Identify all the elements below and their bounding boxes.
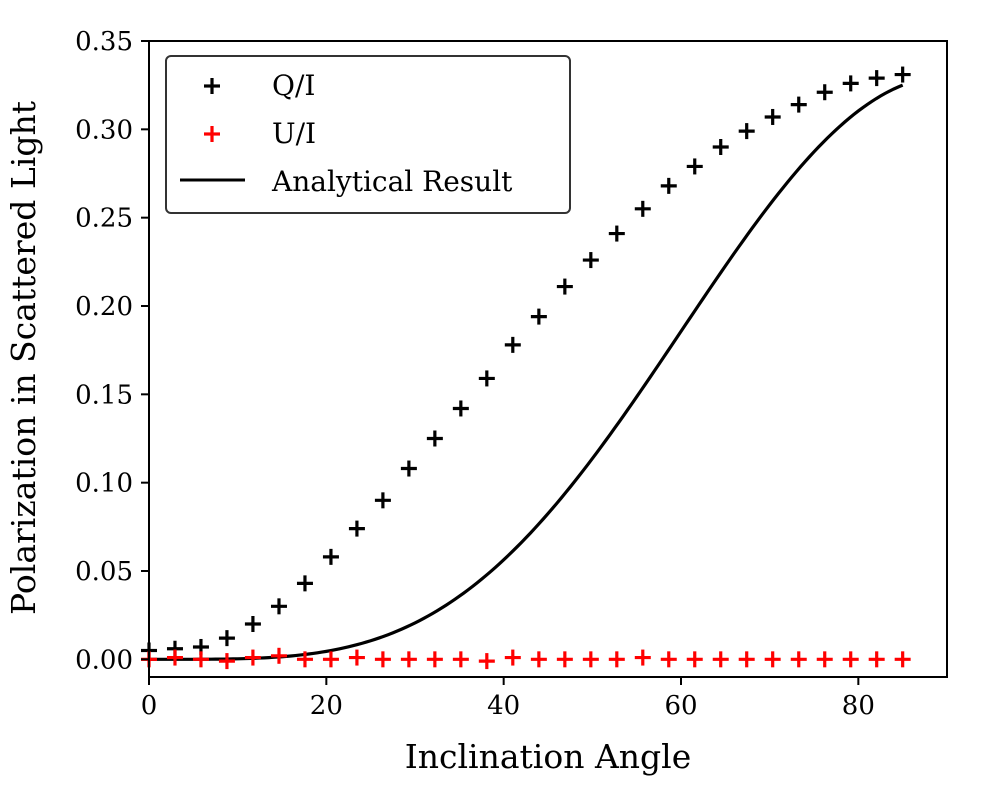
ui-point xyxy=(608,651,625,668)
legend-ui-label: U/I xyxy=(272,117,316,150)
ui-point xyxy=(244,649,261,666)
legend-entry-analytical: Analytical Result xyxy=(180,165,513,198)
ui-point xyxy=(660,651,677,668)
qi-point xyxy=(556,278,573,295)
legend-qi-plus xyxy=(204,78,220,94)
qi-point xyxy=(244,616,261,632)
qi-point xyxy=(634,200,651,217)
qi-point xyxy=(270,598,287,615)
legend-ui-marker xyxy=(204,126,220,142)
x-tick-label: 20 xyxy=(310,691,343,721)
ui-point xyxy=(582,651,599,668)
ui-point xyxy=(842,651,859,668)
ui-point xyxy=(634,649,651,666)
x-tick-label: 80 xyxy=(842,691,875,721)
legend-frame xyxy=(165,55,571,214)
ui-point xyxy=(530,651,547,668)
qi-point xyxy=(816,84,833,101)
ui-series xyxy=(141,647,911,670)
qi-point xyxy=(686,158,703,175)
qi-point xyxy=(790,96,807,113)
ui-point xyxy=(478,653,495,670)
qi-point xyxy=(426,430,443,447)
ui-point xyxy=(738,651,755,668)
x-tick-label: 40 xyxy=(487,691,520,721)
qi-point xyxy=(348,520,365,537)
ui-point xyxy=(166,649,183,666)
ui-point xyxy=(296,651,313,668)
y-tick-label: 0.35 xyxy=(75,27,133,57)
y-axis-ticks: 0.00 0.05 0.10 0.15 0.20 0.25 0.30 0.35 xyxy=(75,27,149,675)
qi-point xyxy=(478,370,495,387)
qi-point xyxy=(218,630,235,647)
ui-point xyxy=(686,651,703,668)
ui-point xyxy=(218,653,235,670)
y-tick-label: 0.00 xyxy=(75,645,133,675)
qi-point xyxy=(868,70,885,87)
legend: Q/I U/I Analytical Result xyxy=(165,55,571,214)
qi-point xyxy=(842,75,859,92)
axes-frame xyxy=(148,40,948,678)
qi-point xyxy=(738,123,755,140)
y-tick-label: 0.10 xyxy=(75,469,133,499)
ui-point xyxy=(712,651,729,668)
qi-point xyxy=(296,575,313,592)
qi-point xyxy=(660,177,677,194)
ui-point xyxy=(400,651,417,668)
y-tick-label: 0.20 xyxy=(75,292,133,322)
qi-point xyxy=(400,460,417,477)
legend-entry-ui: U/I xyxy=(204,117,316,150)
ui-point xyxy=(192,651,209,668)
ui-point xyxy=(452,651,469,668)
qi-point xyxy=(504,336,521,353)
ui-point xyxy=(764,651,781,668)
ui-point xyxy=(894,651,911,668)
legend-qi-label: Q/I xyxy=(272,69,315,102)
x-tick-label: 60 xyxy=(664,691,697,721)
ui-point xyxy=(816,651,833,668)
x-axis-label: Inclination Angle xyxy=(405,737,692,776)
ui-point xyxy=(270,647,287,664)
y-tick-label: 0.15 xyxy=(75,380,133,410)
qi-point xyxy=(582,252,599,269)
axes xyxy=(148,40,948,678)
ui-point xyxy=(868,651,885,668)
qi-point xyxy=(452,400,469,417)
qi-point xyxy=(608,225,625,242)
qi-point xyxy=(374,492,391,509)
legend-qi-marker xyxy=(204,78,220,94)
ui-point xyxy=(348,649,365,666)
qi-point xyxy=(322,548,339,565)
legend-entry-qi: Q/I xyxy=(204,69,315,102)
y-axis-label: Polarization in Scattered Light xyxy=(4,101,43,615)
x-axis-ticks: 0 20 40 60 80 xyxy=(141,677,875,721)
qi-point xyxy=(764,108,781,125)
ui-point xyxy=(426,651,443,668)
ui-point xyxy=(322,651,339,668)
legend-analytical-label: Analytical Result xyxy=(271,165,513,198)
qi-point xyxy=(712,139,729,155)
y-tick-label: 0.30 xyxy=(75,115,133,145)
y-tick-label: 0.25 xyxy=(75,204,133,234)
ui-point xyxy=(790,651,807,668)
y-tick-label: 0.05 xyxy=(75,557,133,587)
qi-point xyxy=(530,308,547,325)
x-tick-label: 0 xyxy=(141,691,158,721)
ui-point xyxy=(504,649,521,666)
ui-point xyxy=(556,651,573,668)
legend-ui-plus xyxy=(204,126,220,142)
ui-point xyxy=(374,651,391,668)
qi-point xyxy=(894,66,911,83)
